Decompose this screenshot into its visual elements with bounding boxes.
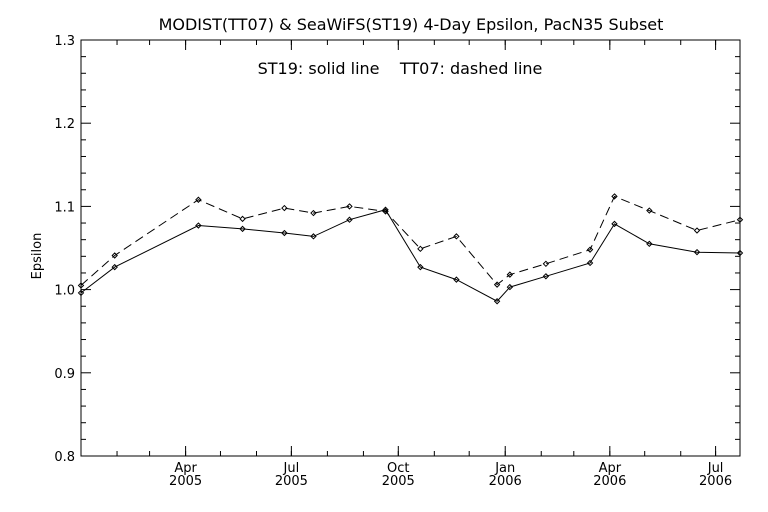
series: [77, 193, 744, 305]
series-dashed-point: [586, 246, 594, 253]
series-solid-point: [77, 289, 85, 297]
axes: 0.80.91.01.11.21.3Apr2005Jul2005Oct2005J…: [54, 34, 740, 489]
x-tick-month: Apr: [599, 461, 622, 476]
series-solid-point: [542, 273, 550, 280]
x-tick-year: 2006: [699, 474, 732, 489]
series-dashed-point: [493, 281, 501, 288]
series-solid-point: [417, 263, 424, 271]
series-dashed-point: [77, 282, 85, 289]
series-dashed-point: [310, 209, 317, 217]
y-tick-label: 1.2: [54, 117, 75, 132]
series-solid-point: [611, 220, 618, 228]
series-solid-point: [382, 206, 389, 213]
series-solid-point: [693, 248, 701, 256]
series-solid-point: [586, 259, 594, 267]
x-tick-month: Jul: [283, 461, 300, 476]
series-solid-point: [506, 283, 514, 291]
series-solid-point: [111, 263, 118, 271]
series-dashed-point: [382, 208, 389, 215]
x-tick-year: 2005: [382, 474, 415, 489]
series-dashed-point: [281, 204, 288, 212]
x-tick-month: Apr: [174, 461, 197, 476]
series-solid-line: [80, 209, 741, 302]
series-solid-point: [646, 240, 653, 248]
series-solid-point: [453, 276, 460, 283]
series-dashed-point: [646, 207, 653, 214]
series-dashed-point: [611, 193, 618, 200]
x-tick-month: Jan: [494, 461, 515, 476]
y-axis-label: Epsilon: [30, 233, 45, 280]
series-solid-point: [281, 229, 288, 237]
x-tick-year: 2005: [275, 474, 308, 489]
x-tick-month: Oct: [387, 461, 409, 476]
chart-title: MODIST(TT07) & SeaWiFS(ST19) 4-Day Epsil…: [159, 15, 664, 34]
y-tick-label: 1.3: [54, 34, 75, 49]
series-dashed-point: [693, 227, 701, 234]
y-tick-label: 1.1: [54, 200, 75, 215]
x-tick-year: 2005: [169, 474, 202, 489]
series-dashed-point: [542, 260, 550, 268]
series-dashed-point: [346, 203, 353, 210]
series-solid-point: [195, 222, 202, 229]
series-dashed-point: [506, 271, 514, 278]
x-tick-year: 2006: [489, 474, 522, 489]
series-solid-point: [310, 233, 317, 240]
series-solid-point: [736, 249, 744, 257]
series-solid-point: [239, 225, 246, 233]
series-dashed-point: [736, 216, 744, 223]
y-tick-label: 0.9: [54, 367, 75, 382]
plot-frame: [80, 39, 741, 457]
series-dashed-point: [111, 252, 118, 259]
series-dashed-point: [239, 215, 246, 223]
y-tick-label: 1.0: [54, 284, 75, 299]
series-solid-point: [493, 298, 501, 305]
x-tick-month: Jul: [707, 461, 724, 476]
series-dashed-point: [453, 233, 460, 240]
x-tick-year: 2006: [593, 474, 626, 489]
series-dashed-point: [195, 196, 202, 203]
series-solid-point: [346, 216, 353, 223]
series-dashed-line: [80, 195, 741, 286]
line-style-legend: ST19: solid line TT07: dashed line: [258, 59, 543, 78]
y-tick-label: 0.8: [54, 450, 75, 465]
series-dashed-point: [417, 245, 424, 253]
